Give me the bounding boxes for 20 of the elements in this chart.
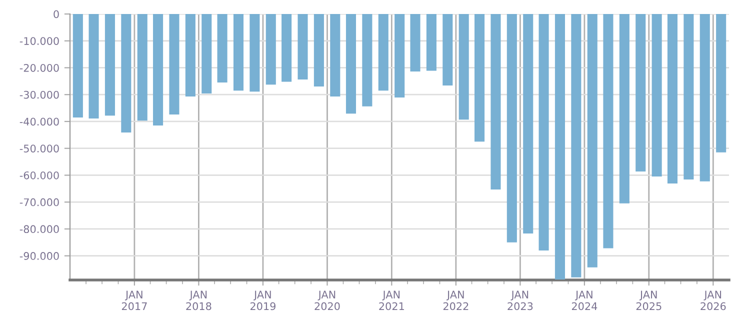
- y-tick-label: -20.000: [20, 64, 59, 72]
- x-tick-label: JAN 2022: [443, 290, 468, 310]
- y-tick-label: -70.000: [20, 198, 59, 206]
- y-tick-label: -80.000: [20, 225, 59, 234]
- x-tick-label: JAN 2025: [636, 290, 662, 310]
- x-tick-label: JAN 2024: [572, 290, 598, 310]
- y-tick-label: -60.000: [20, 171, 59, 180]
- y-tick-label: -40.000: [20, 118, 59, 126]
- x-tick-label: JAN 2026: [700, 290, 726, 310]
- x-tick-label: JAN 2017: [122, 290, 147, 310]
- x-tick-label: JAN 2018: [186, 290, 212, 310]
- x-tick-label: JAN 2023: [508, 290, 533, 310]
- y-tick-label: -30.000: [20, 90, 59, 99]
- y-tick-label: -90.000: [20, 252, 59, 260]
- x-tick-label: JAN 2021: [379, 290, 404, 310]
- x-tick-label: JAN 2020: [314, 290, 340, 310]
- y-tick-label: -10.000: [20, 37, 59, 45]
- y-tick-label: -50.000: [20, 144, 59, 152]
- x-tick-label: JAN 2019: [250, 290, 276, 310]
- y-tick-label: 0: [54, 10, 59, 18]
